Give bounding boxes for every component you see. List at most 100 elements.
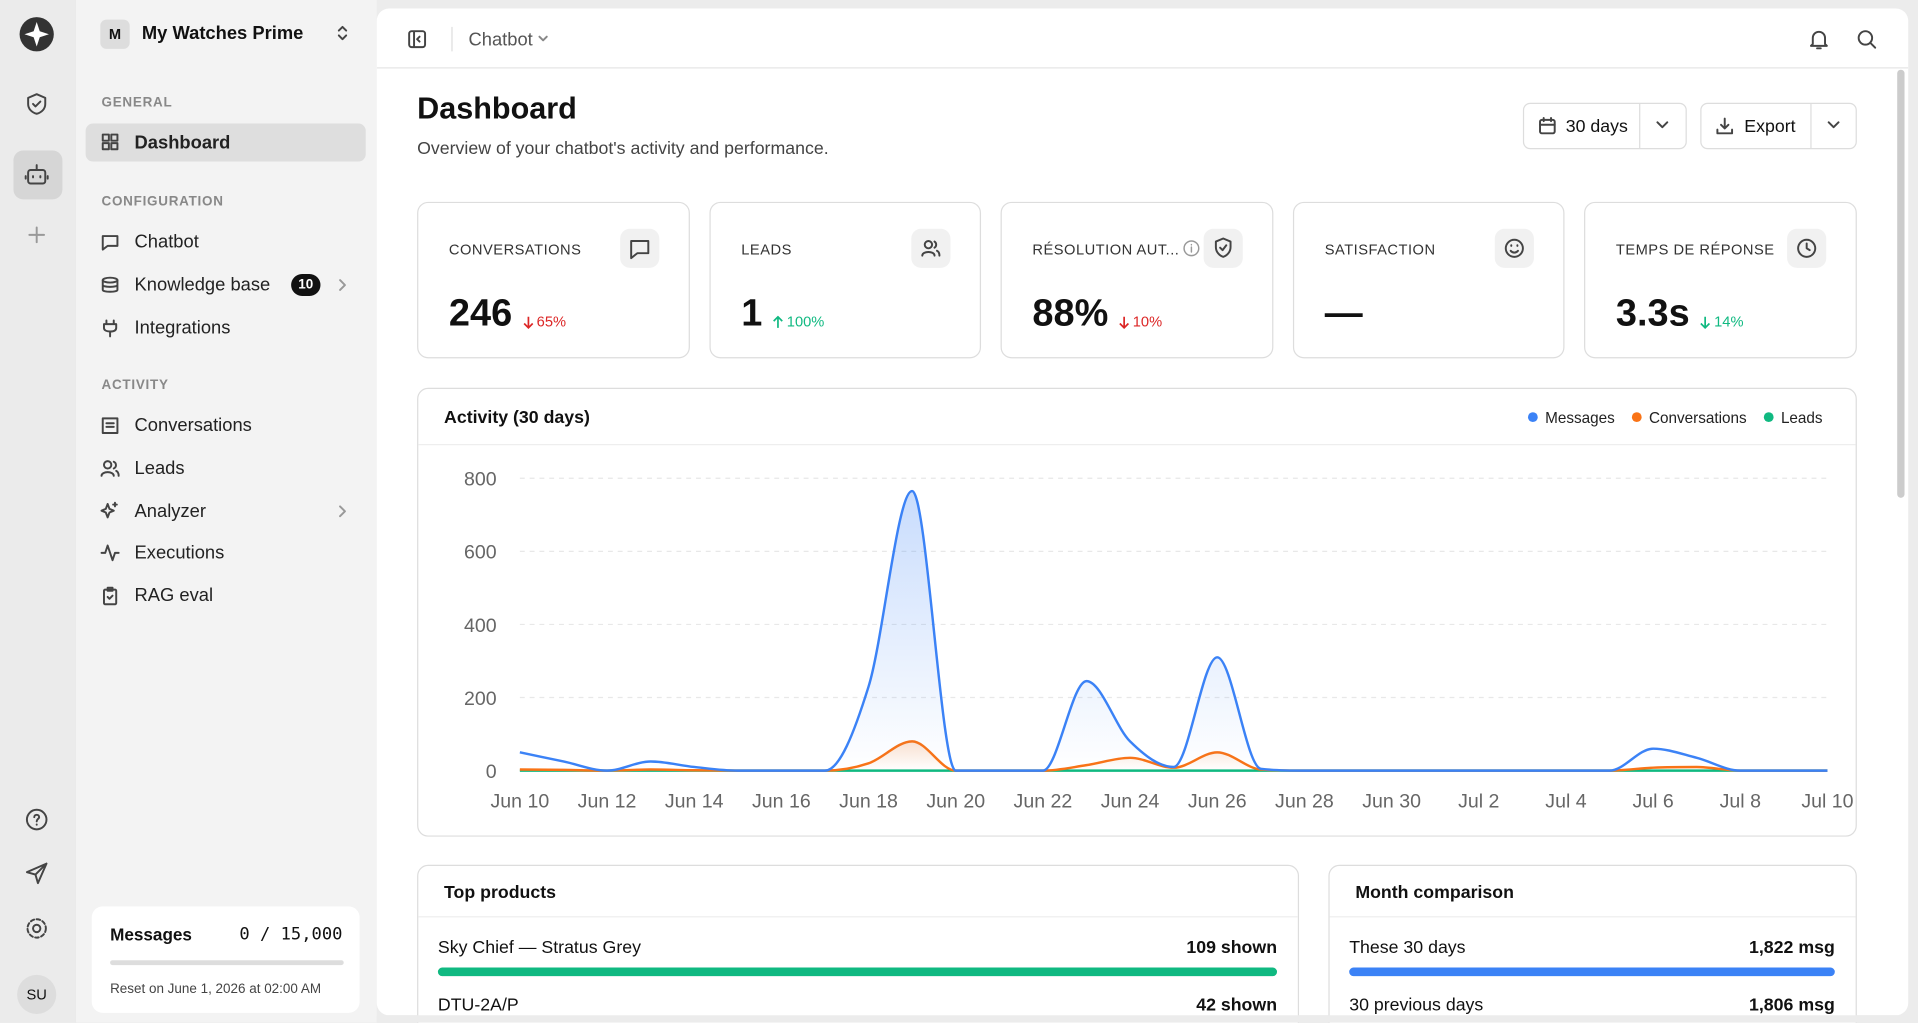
kpi-icon <box>1494 228 1534 268</box>
x-tick-label: Jun 30 <box>1362 790 1421 812</box>
section-label: GENERAL <box>101 95 173 111</box>
settings-icon[interactable] <box>24 916 48 940</box>
divider <box>1639 103 1641 149</box>
row-label: Sky Chief — Stratus Grey <box>437 938 641 958</box>
nav-icon <box>101 235 119 251</box>
y-tick-label: 400 <box>464 615 497 637</box>
chart-title: Activity (30 days) <box>444 408 590 429</box>
usage-card: Messages 0 / 15,000 Reset on June 1, 202… <box>91 906 360 1013</box>
y-tick-label: 0 <box>486 761 497 783</box>
download-icon <box>1716 117 1734 135</box>
nav-item[interactable]: Leads <box>134 458 185 479</box>
sidebar: M My Watches Prime <box>75 0 377 1023</box>
nav-icon <box>101 133 119 151</box>
kpi-value: 3.3s <box>1615 291 1690 334</box>
x-tick-label: Jun 12 <box>578 790 637 812</box>
export-button[interactable]: Export <box>1700 102 1857 150</box>
x-tick-label: Jun 18 <box>839 790 898 812</box>
nav-icon <box>100 501 118 519</box>
trend-arrow <box>1700 316 1711 329</box>
section-label: ACTIVITY <box>101 377 169 393</box>
workspace-initial: M <box>100 19 130 49</box>
card-divider <box>1329 916 1856 918</box>
usage-count: 0 / 15,000 <box>239 924 343 945</box>
divider <box>1810 103 1812 149</box>
send-icon[interactable] <box>24 861 48 885</box>
page-title: Dashboard <box>417 91 577 126</box>
x-tick-label: Jun 14 <box>665 790 724 812</box>
info-icon[interactable] <box>1183 240 1200 257</box>
nav-item[interactable]: Integrations <box>134 317 231 339</box>
x-tick-label: Jun 26 <box>1188 790 1247 812</box>
active-rail-item[interactable] <box>13 150 63 200</box>
breadcrumb[interactable]: Chatbot <box>468 29 533 51</box>
kpi-label: SATISFACTION <box>1324 240 1436 259</box>
range-button[interactable]: 30 days <box>1522 102 1687 150</box>
nav-item[interactable]: Chatbot <box>134 231 199 253</box>
chevron <box>339 505 346 518</box>
nav-icon <box>100 544 120 562</box>
add-icon[interactable] <box>26 224 48 246</box>
kpi-value: 88% <box>1032 291 1109 334</box>
avatar[interactable]: SU <box>17 974 57 1015</box>
shield-icon[interactable] <box>24 92 48 116</box>
panel-edge <box>376 1015 1918 1023</box>
kpi-card: CONVERSATIONS 246 65% <box>417 201 690 359</box>
row-value: 1,822 msg <box>1749 938 1835 958</box>
help-icon[interactable] <box>24 807 48 831</box>
kpi-change-value: 65% <box>536 313 567 331</box>
kpi-card: RÉSOLUTION AUT... 88% 10% <box>1000 201 1274 359</box>
switcher-icon[interactable] <box>334 23 351 43</box>
x-tick-label: Jul 10 <box>1801 790 1853 812</box>
workspace-name[interactable]: My Watches Prime <box>141 23 304 45</box>
nav-item[interactable]: Analyzer <box>134 500 206 522</box>
nav-icon <box>102 586 118 606</box>
bell-icon[interactable] <box>1808 28 1830 50</box>
x-tick-label: Jun 16 <box>752 790 811 812</box>
kpi-value: 1 <box>741 291 763 334</box>
logo <box>19 17 54 52</box>
card-divider <box>418 916 1298 918</box>
nav-icon <box>101 417 119 434</box>
nav-item[interactable]: Knowledge base <box>134 274 271 296</box>
bot-icon[interactable] <box>24 163 49 187</box>
search-icon[interactable] <box>1856 28 1878 50</box>
row-value: 42 shown <box>1196 995 1278 1016</box>
toggle-sidebar[interactable] <box>407 29 427 49</box>
divider <box>451 26 453 52</box>
row-bar <box>1349 967 1835 977</box>
nav-item[interactable]: Executions <box>134 542 225 564</box>
row-label: 30 previous days <box>1349 995 1484 1016</box>
legend-swatch <box>1763 412 1774 423</box>
trend-arrow <box>523 316 533 329</box>
y-tick-label: 600 <box>464 542 497 564</box>
nav-item[interactable]: Conversations <box>134 415 252 437</box>
x-tick-label: Jun 10 <box>490 790 549 812</box>
kpi-change: 65% <box>522 313 566 330</box>
row-label: These 30 days <box>1349 938 1466 958</box>
nav-icon <box>100 460 120 477</box>
row-value: 1,806 msg <box>1749 995 1835 1016</box>
x-tick-label: Jul 8 <box>1720 790 1761 812</box>
calendar-icon <box>1539 117 1556 135</box>
x-tick-label: Jul 6 <box>1632 790 1673 812</box>
kpi-card: LEADS 1 100% <box>709 201 982 359</box>
card-title: Month comparison <box>1355 883 1514 903</box>
active-nav[interactable] <box>85 123 366 162</box>
kpi-change: 100% <box>772 313 824 330</box>
row-value: 109 shown <box>1186 938 1278 958</box>
kpi-value: — <box>1324 291 1363 334</box>
series-line <box>519 489 1828 772</box>
nav-icon <box>102 319 118 338</box>
legend-swatch <box>1527 412 1538 423</box>
kpi-label: LEADS <box>741 240 792 259</box>
activity-chart: 0 200 400 600 800 Jun 10 Jun 12 Jun 14 Jun 16 Jun… <box>464 410 1854 812</box>
nav-item[interactable]: RAG eval <box>134 585 214 607</box>
kpi-icon <box>1787 228 1827 268</box>
page-subtitle: Overview of your chatbot's activity and … <box>417 139 829 160</box>
month-comparison-card: Month comparison <box>1328 864 1857 1023</box>
nav-item[interactable]: Dashboard <box>134 132 231 154</box>
scrollbar[interactable] <box>1897 69 1905 498</box>
